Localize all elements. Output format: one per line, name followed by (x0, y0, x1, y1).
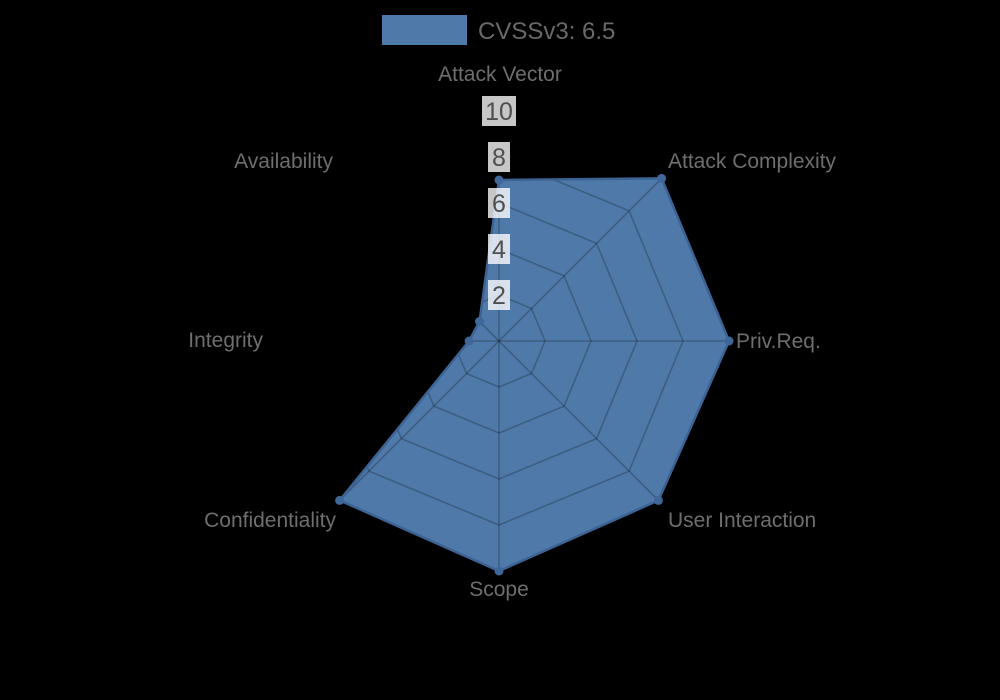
tick-backdrop (488, 188, 510, 218)
radar-plot-area (268, 110, 734, 576)
axis-label-attack-vector: Attack Vector (438, 63, 562, 86)
tick-label: 4 (492, 236, 506, 264)
data-point-marker (724, 336, 734, 346)
data-point-marker (494, 566, 504, 576)
axis-label-attack-complexity: Attack Complexity (668, 150, 837, 173)
tick-10: 10 (482, 96, 516, 126)
grid-ring (314, 156, 684, 526)
legend-swatch[interactable] (382, 15, 467, 45)
axis-label-confidentiality: Confidentiality (204, 509, 336, 532)
axis-label-scope: Scope (469, 578, 529, 601)
data-point-marker (464, 336, 474, 346)
legend-label[interactable]: CVSSv3: 6.5 (478, 18, 615, 45)
data-point-marker (494, 175, 504, 185)
grid-ring (452, 294, 546, 388)
radial-ticks: 10 8 6 4 2 (482, 96, 516, 310)
data-point-marker (653, 495, 663, 505)
axis-label-user-interaction: User Interaction (668, 509, 816, 532)
data-point-marker (657, 173, 667, 183)
tick-4: 4 (488, 234, 510, 264)
axis-labels: Attack Vector Attack Complexity Priv.Req… (188, 63, 836, 601)
data-point-marker (335, 495, 345, 505)
tick-backdrop (488, 280, 510, 310)
tick-label: 8 (492, 144, 506, 172)
grid-ring (406, 248, 592, 434)
tick-8: 8 (488, 142, 510, 172)
grid-spoke (335, 177, 500, 342)
tick-label: 2 (492, 282, 506, 310)
grid-ring (360, 202, 638, 480)
tick-backdrop (482, 96, 516, 126)
legend[interactable]: CVSSv3: 6.5 (382, 15, 615, 45)
axis-label-integrity: Integrity (188, 329, 263, 352)
grid-spoke (498, 340, 663, 505)
grid-spoke (335, 340, 500, 505)
tick-label: 6 (492, 190, 506, 218)
tick-6: 6 (488, 188, 510, 218)
tick-label: 10 (485, 98, 513, 126)
radar-fill-polygon (339, 178, 729, 571)
tick-backdrop (488, 142, 510, 172)
axis-label-priv-req: Priv.Req. (736, 330, 821, 353)
data-point-marker (475, 317, 484, 326)
tick-2: 2 (488, 280, 510, 310)
axis-label-availability: Availability (234, 150, 333, 173)
grid-spoke (498, 177, 663, 342)
tick-backdrop (488, 234, 510, 264)
